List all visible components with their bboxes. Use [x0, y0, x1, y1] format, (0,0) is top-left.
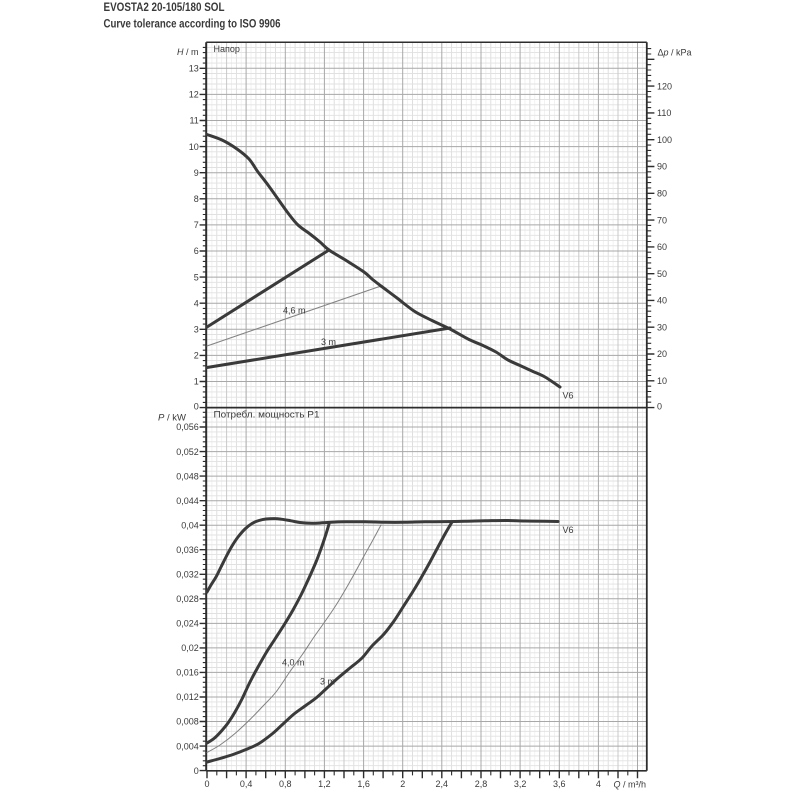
svg-text:0,052: 0,052: [176, 447, 199, 457]
svg-text:P / kW: P / kW: [158, 413, 186, 424]
svg-text:1,6: 1,6: [357, 779, 370, 789]
svg-text:1: 1: [194, 377, 199, 387]
svg-text:0,016: 0,016: [176, 668, 199, 678]
svg-text:EVOSTA2 20-105/180 SOL: EVOSTA2 20-105/180 SOL: [104, 2, 225, 14]
svg-text:Curve tolerance according to I: Curve tolerance according to ISO 9906: [104, 19, 281, 31]
svg-text:0,032: 0,032: [176, 570, 199, 580]
svg-text:H / m: H / m: [177, 47, 199, 57]
svg-text:0: 0: [204, 779, 209, 789]
svg-text:10: 10: [189, 142, 199, 152]
svg-text:0: 0: [194, 766, 199, 776]
svg-text:50: 50: [657, 269, 667, 279]
svg-text:6: 6: [194, 246, 199, 256]
svg-text:3 m: 3 m: [321, 337, 336, 347]
svg-text:4,0 m: 4,0 m: [282, 658, 305, 668]
svg-text:30: 30: [657, 322, 667, 332]
svg-text:0,8: 0,8: [279, 779, 292, 789]
svg-text:11: 11: [189, 116, 198, 126]
svg-text:0: 0: [194, 402, 199, 412]
svg-text:0: 0: [657, 402, 662, 412]
svg-text:3,2: 3,2: [514, 779, 527, 789]
svg-text:0,024: 0,024: [176, 619, 199, 629]
svg-text:0,02: 0,02: [181, 643, 199, 653]
svg-text:0,004: 0,004: [176, 741, 199, 751]
svg-text:Q / m³/h: Q / m³/h: [614, 780, 647, 790]
svg-text:0,044: 0,044: [176, 496, 199, 506]
svg-text:V6: V6: [563, 391, 574, 401]
svg-text:70: 70: [657, 215, 667, 225]
svg-text:0,036: 0,036: [176, 545, 199, 555]
svg-text:0,04: 0,04: [181, 520, 199, 530]
svg-text:110: 110: [657, 108, 671, 118]
svg-text:Δp / kPa: Δp / kPa: [658, 48, 692, 58]
svg-text:0,048: 0,048: [176, 471, 199, 481]
svg-text:3: 3: [194, 325, 199, 335]
svg-text:120: 120: [657, 81, 672, 91]
svg-text:V6: V6: [563, 525, 574, 535]
svg-text:2: 2: [194, 351, 199, 361]
svg-text:7: 7: [194, 220, 199, 230]
svg-text:40: 40: [657, 296, 667, 306]
svg-text:13: 13: [189, 64, 199, 74]
svg-text:90: 90: [657, 162, 667, 172]
svg-text:2,8: 2,8: [475, 779, 488, 789]
svg-text:0,012: 0,012: [176, 692, 199, 702]
svg-text:0,028: 0,028: [176, 594, 199, 604]
svg-text:2: 2: [400, 779, 405, 789]
svg-text:60: 60: [657, 242, 667, 252]
svg-text:100: 100: [657, 135, 672, 145]
svg-text:Напор: Напор: [214, 44, 240, 54]
svg-text:12: 12: [189, 90, 199, 100]
svg-text:3,6: 3,6: [553, 779, 566, 789]
svg-text:2,4: 2,4: [436, 779, 449, 789]
svg-text:0,4: 0,4: [240, 779, 253, 789]
svg-text:10: 10: [657, 376, 667, 386]
svg-text:4: 4: [596, 779, 601, 789]
svg-text:80: 80: [657, 189, 667, 199]
svg-text:1,2: 1,2: [318, 779, 331, 789]
svg-text:9: 9: [194, 168, 199, 178]
svg-text:Потребл. мощность P1: Потребл. мощность P1: [214, 410, 320, 420]
svg-text:8: 8: [194, 194, 199, 204]
svg-text:4: 4: [194, 298, 199, 308]
svg-text:0,056: 0,056: [176, 422, 199, 432]
svg-text:0,008: 0,008: [176, 717, 199, 727]
svg-text:3 m: 3 m: [320, 677, 335, 687]
svg-text:20: 20: [657, 349, 667, 359]
svg-text:5: 5: [194, 272, 199, 282]
svg-text:4,6 m: 4,6 m: [283, 306, 306, 316]
